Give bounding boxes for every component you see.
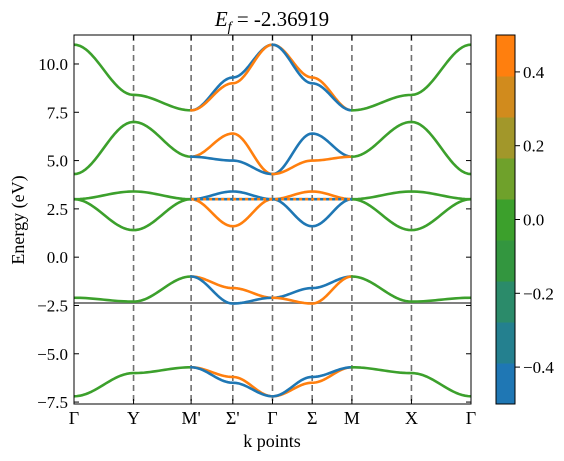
x-tick-label: M — [344, 408, 360, 428]
colorbar-segment — [496, 76, 515, 118]
band-line — [189, 132, 274, 176]
colorbar-tick-label: 0.0 — [523, 211, 544, 230]
axes: −7.5 −5.0 −2.5 0.0 2.5 5.0 7.5 10.0 Γ Y M' Σ' Γ Σ M X Γ — [37, 34, 476, 428]
colorbar-segment — [496, 199, 515, 241]
y-tick-label: 5.0 — [47, 152, 68, 171]
band-line — [271, 275, 354, 300]
y-tick-label: 7.5 — [47, 103, 68, 122]
band-line — [189, 190, 274, 201]
colorbar-tick-label: 0.4 — [523, 63, 545, 82]
colorbar: −0.4 −0.2 0.0 0.2 0.4 — [495, 34, 554, 405]
x-tick-label: Γ — [267, 408, 277, 428]
band-line — [271, 275, 354, 305]
band-line — [189, 197, 274, 228]
band-line — [189, 43, 274, 112]
plot-content — [74, 35, 471, 404]
band-line — [350, 43, 471, 112]
x-tick-label: M' — [181, 408, 200, 428]
band-line — [271, 365, 354, 398]
band-line — [189, 155, 274, 176]
band-line — [350, 190, 471, 201]
y-axis-label: Energy (eV) — [8, 175, 29, 264]
y-tick-label: −2.5 — [37, 296, 68, 315]
band-line — [74, 365, 193, 398]
band-line — [74, 43, 193, 112]
band-line — [189, 275, 274, 305]
colorbar-segment — [496, 117, 515, 159]
band-line — [271, 155, 354, 176]
band-line — [74, 197, 193, 232]
y-tick-label: −5.0 — [37, 345, 68, 364]
colorbar-tick-label: −0.2 — [523, 284, 554, 303]
band-line — [271, 190, 354, 201]
band-line — [271, 132, 354, 176]
x-tick-label: Σ — [307, 408, 317, 428]
band-line — [271, 197, 354, 228]
colorbar-segment — [496, 158, 515, 200]
y-tick-label: 2.5 — [47, 200, 68, 219]
x-tick-label: Σ' — [226, 408, 240, 428]
plot-area — [74, 35, 471, 404]
colorbar-segment — [496, 363, 515, 405]
x-tick-label: Γ — [69, 408, 79, 428]
y-tick-label: 0.0 — [47, 248, 68, 267]
colorbar-segment — [496, 240, 515, 282]
band-line — [350, 120, 471, 176]
colorbar-tick-label: 0.2 — [523, 137, 544, 156]
band-line — [271, 43, 354, 112]
x-tick-label: Y — [127, 408, 140, 428]
y-tick-label: −7.5 — [37, 393, 68, 412]
band-line — [189, 275, 274, 300]
colorbar-segment — [496, 35, 515, 77]
band-line — [350, 275, 471, 303]
x-axis-label: k points — [243, 431, 301, 451]
band-line — [350, 365, 471, 398]
x-tick-label: Γ — [466, 408, 476, 428]
chart-title: Ef = -2.36919 — [214, 7, 329, 35]
band-line — [74, 190, 193, 201]
band-line — [74, 120, 193, 176]
y-tick-label: 10.0 — [38, 55, 68, 74]
colorbar-segment — [496, 281, 515, 323]
band-line — [189, 365, 274, 398]
band-line — [74, 275, 193, 303]
colorbar-tick-label: −0.4 — [523, 358, 554, 377]
x-tick-label: X — [405, 408, 418, 428]
band-line — [350, 197, 471, 232]
colorbar-segment — [496, 322, 515, 364]
